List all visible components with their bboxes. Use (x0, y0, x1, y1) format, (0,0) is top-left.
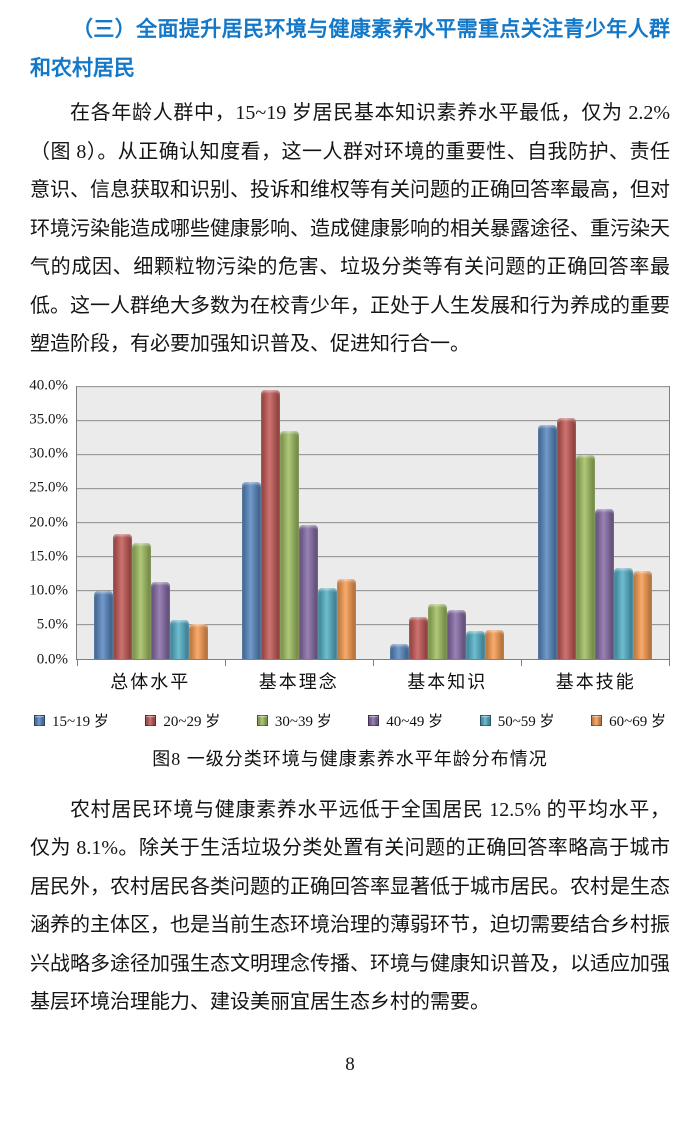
section-heading: （三）全面提升居民环境与健康素养水平需重点关注青少年人群和农村居民 (30, 18, 670, 80)
x-axis-category-label: 总体水平 (110, 671, 191, 692)
bar (113, 534, 132, 659)
bar (409, 617, 428, 659)
bar (132, 542, 151, 659)
chart-grid: 0.0% 5.0% 10.0% 15.0% 20.0% 25.0% 30.0% 35.0% 40… (29, 378, 670, 694)
legend-item: 30~39 岁 (256, 710, 332, 731)
bar-group (521, 387, 669, 659)
bar (614, 568, 633, 659)
bar (633, 571, 652, 659)
bar (595, 508, 614, 659)
chart-x-axis: 总体水平 基本理念 基本知识 基本技能 (76, 660, 670, 694)
legend-swatch-icon (34, 714, 45, 726)
chart-plot-area (76, 385, 670, 666)
legend-item: 20~29 岁 (145, 710, 220, 731)
x-axis-category-label: 基本理念 (258, 671, 339, 692)
legend-swatch-icon (591, 714, 603, 726)
legend-label: 15~19 岁 (52, 713, 109, 730)
bar (538, 425, 557, 659)
gridline (77, 419, 669, 422)
gridline (77, 453, 669, 456)
bar (447, 610, 466, 659)
legend-swatch-icon (368, 714, 380, 726)
bar (261, 389, 280, 659)
bar (189, 623, 208, 659)
bar (151, 582, 170, 659)
bar-group (77, 387, 225, 659)
chart-legend: 15~19 岁 20~29 岁 30~39 岁 40~49 岁 50~59 岁 60~69… (30, 694, 670, 731)
bar (485, 629, 504, 659)
x-axis-tick (225, 658, 226, 666)
y-axis-tick-label: 20.0% (29, 514, 68, 530)
x-axis-category-label: 基本技能 (555, 671, 636, 692)
legend-label: 50~59 岁 (497, 713, 555, 730)
figure-8-bar-chart: 0.0% 5.0% 10.0% 15.0% 20.0% 25.0% 30.0% 35.0% 40… (29, 378, 670, 771)
bar (466, 631, 485, 659)
y-axis-tick-label: 0.0% (36, 651, 68, 667)
x-axis-tick (521, 658, 522, 666)
y-axis-tick-label: 15.0% (29, 548, 68, 565)
legend-label: 40~49 岁 (386, 713, 444, 730)
gridline (77, 521, 669, 524)
page-number: 8 (345, 1053, 355, 1075)
gridline (77, 623, 669, 626)
x-axis-tick (77, 658, 78, 666)
legend-item: 50~59 岁 (479, 710, 555, 731)
bar (299, 525, 318, 659)
bar (318, 587, 337, 659)
bar (390, 643, 409, 659)
gridline (77, 589, 669, 592)
bar (242, 481, 261, 659)
legend-label: 30~39 岁 (274, 713, 332, 730)
y-axis-tick-label: 5.0% (36, 616, 68, 633)
gridline (77, 555, 669, 558)
legend-item: 40~49 岁 (368, 710, 443, 731)
y-axis-tick-label: 25.0% (29, 479, 68, 496)
y-axis-tick-label: 35.0% (29, 411, 68, 428)
bar (280, 431, 299, 659)
figure-caption: 图8 一级分类环境与健康素养水平年龄分布情况 (152, 748, 548, 769)
gridline (77, 385, 669, 388)
legend-item: 15~19 岁 (34, 710, 109, 731)
gridline (77, 487, 669, 490)
bar-group (373, 387, 521, 659)
bar (337, 578, 356, 659)
x-axis-tick (669, 658, 670, 666)
legend-swatch-icon (256, 714, 268, 726)
x-axis-tick (373, 658, 374, 666)
legend-swatch-icon (145, 714, 157, 726)
y-axis-tick-label: 40.0% (29, 377, 68, 393)
paragraph-youth: 在各年龄人群中，15~19 岁居民基本知识素养水平最低，仅为 2.2%（图 8）… (30, 102, 670, 355)
bar (428, 604, 447, 659)
y-axis-tick-label: 30.0% (29, 445, 68, 462)
bar (94, 590, 113, 659)
x-axis-category-label: 基本知识 (407, 671, 488, 692)
legend-label: 60~69 岁 (609, 713, 666, 730)
bar (557, 418, 576, 659)
legend-item: 60~69 岁 (591, 710, 666, 731)
chart-y-axis: 0.0% 5.0% 10.0% 15.0% 20.0% 25.0% 30.0% 35.0% 40… (29, 378, 76, 667)
bar-group (225, 387, 373, 659)
bar (576, 454, 595, 659)
paragraph-rural: 农村居民环境与健康素养水平远低于全国居民 12.5% 的平均水平，仅为 8.1%… (30, 798, 670, 1014)
legend-label: 20~29 岁 (163, 713, 221, 730)
y-axis-tick-label: 10.0% (29, 582, 68, 599)
bar (170, 620, 189, 659)
legend-swatch-icon (479, 714, 491, 726)
